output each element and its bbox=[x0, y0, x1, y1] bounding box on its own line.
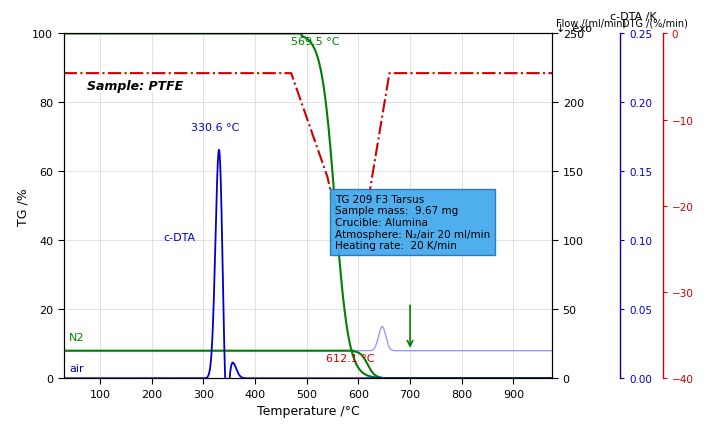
Text: TG 209 F3 Tarsus
Sample mass:  9.67 mg
Crucible: Alumina
Atmosphere: N₂/air 20 m: TG 209 F3 Tarsus Sample mass: 9.67 mg Cr… bbox=[335, 194, 490, 251]
Text: c-DTA: c-DTA bbox=[163, 233, 195, 243]
Text: 330.6 °C: 330.6 °C bbox=[191, 123, 239, 133]
Text: air: air bbox=[69, 363, 84, 374]
Text: 612.1 °C: 612.1 °C bbox=[326, 353, 375, 363]
Text: ↓  exo: ↓ exo bbox=[556, 24, 592, 34]
Y-axis label: TG /%: TG /% bbox=[16, 187, 30, 225]
Text: Sample: PTFE: Sample: PTFE bbox=[87, 80, 183, 92]
Text: DTG /(%/min): DTG /(%/min) bbox=[622, 18, 687, 28]
Text: -100.0 %: -100.0 % bbox=[383, 212, 433, 222]
X-axis label: Temperature /°C: Temperature /°C bbox=[256, 404, 360, 417]
Text: c-DTA /K: c-DTA /K bbox=[610, 12, 657, 22]
Text: N2: N2 bbox=[69, 332, 84, 343]
Text: Flow /(ml/min): Flow /(ml/min) bbox=[556, 18, 626, 28]
Text: 569.5 °C: 569.5 °C bbox=[291, 37, 340, 47]
